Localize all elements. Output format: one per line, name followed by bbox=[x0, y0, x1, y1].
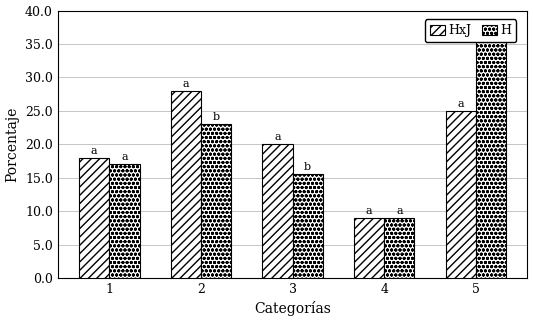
Bar bbox=[171, 91, 201, 278]
Text: a: a bbox=[366, 206, 373, 216]
Bar bbox=[79, 158, 109, 278]
Text: b: b bbox=[213, 112, 220, 122]
Bar bbox=[384, 218, 415, 278]
Y-axis label: Porcentaje: Porcentaje bbox=[5, 107, 20, 182]
Bar bbox=[262, 144, 293, 278]
Text: a: a bbox=[91, 146, 98, 156]
Bar bbox=[354, 218, 384, 278]
Legend: HxJ, H: HxJ, H bbox=[425, 19, 516, 43]
Text: b: b bbox=[304, 162, 311, 172]
Text: a: a bbox=[457, 99, 464, 109]
X-axis label: Categorías: Categorías bbox=[254, 301, 331, 317]
Text: a: a bbox=[183, 79, 189, 89]
Bar bbox=[476, 41, 506, 278]
Text: b: b bbox=[487, 29, 495, 39]
Text: a: a bbox=[396, 206, 403, 216]
Bar bbox=[201, 124, 231, 278]
Bar bbox=[446, 111, 476, 278]
Bar bbox=[293, 175, 323, 278]
Text: a: a bbox=[121, 152, 128, 162]
Text: a: a bbox=[274, 132, 281, 142]
Bar bbox=[109, 164, 140, 278]
